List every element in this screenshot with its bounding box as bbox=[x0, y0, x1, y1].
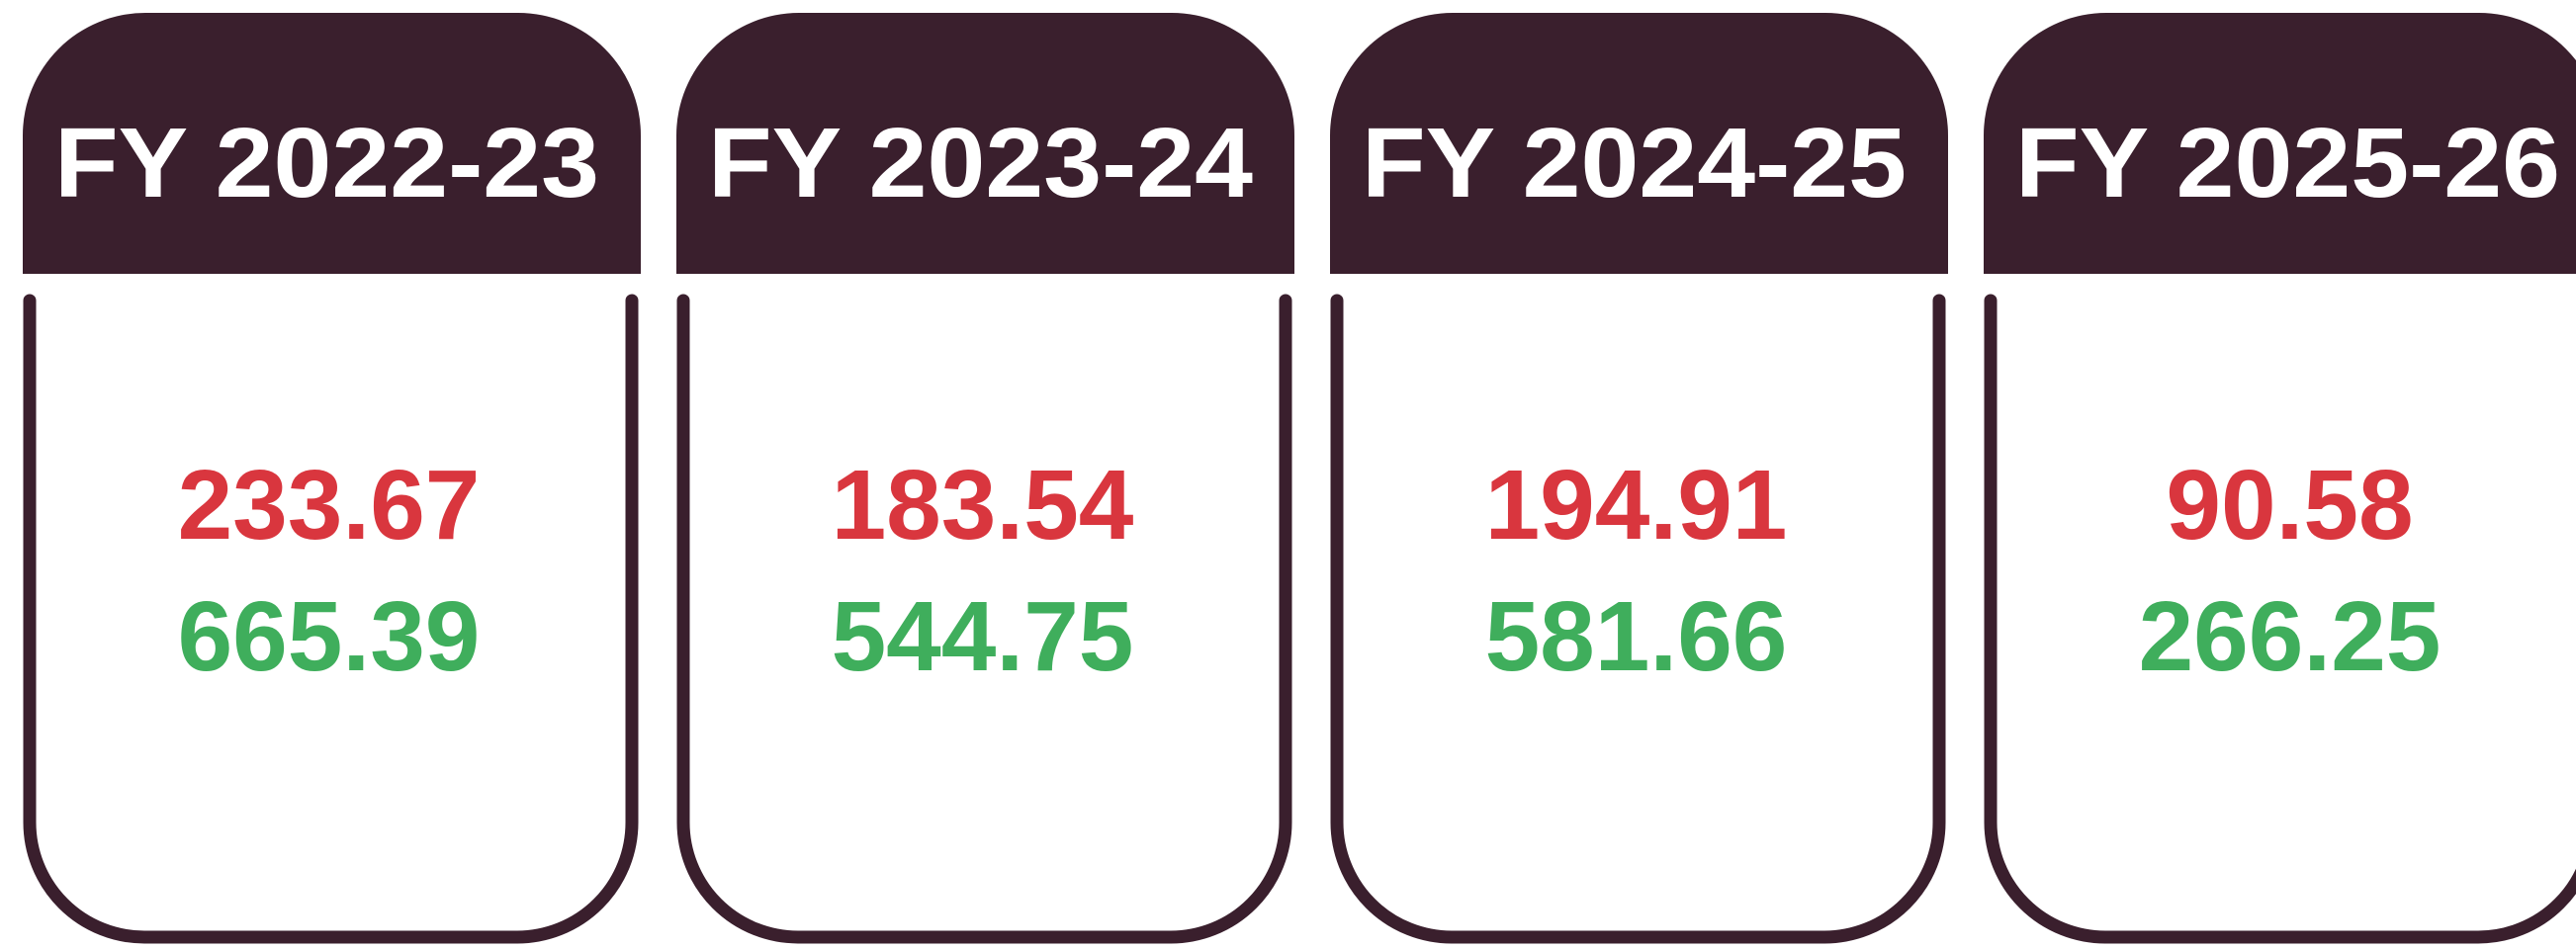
card-title: FY 2022-23 bbox=[54, 108, 599, 218]
year-card: FY 2024-25 194.91 581.66 bbox=[1330, 13, 1948, 944]
red-value: 194.91 bbox=[1485, 450, 1788, 561]
card-body bbox=[1984, 294, 2576, 944]
card-header bbox=[1330, 13, 1948, 274]
card-header bbox=[23, 13, 641, 274]
card-body bbox=[1330, 294, 1946, 944]
card-body bbox=[23, 294, 639, 944]
card-header bbox=[676, 13, 1294, 274]
red-value: 233.67 bbox=[178, 450, 481, 561]
card-title: FY 2023-24 bbox=[708, 108, 1253, 218]
card-title: FY 2024-25 bbox=[1362, 108, 1907, 218]
red-value: 90.58 bbox=[2166, 450, 2413, 561]
green-value: 665.39 bbox=[178, 581, 481, 692]
year-card: FY 2025-26 90.58 266.25 bbox=[1984, 13, 2576, 944]
year-card: FY 2022-23 233.67 665.39 bbox=[23, 13, 641, 944]
card-title: FY 2025-26 bbox=[2015, 108, 2560, 218]
green-value: 266.25 bbox=[2139, 581, 2442, 692]
red-value: 183.54 bbox=[832, 450, 1134, 561]
card-body bbox=[676, 294, 1292, 944]
year-card: FY 2023-24 183.54 544.75 bbox=[676, 13, 1294, 944]
green-value: 581.66 bbox=[1485, 581, 1788, 692]
card-header bbox=[1984, 13, 2576, 274]
green-value: 544.75 bbox=[832, 581, 1134, 692]
